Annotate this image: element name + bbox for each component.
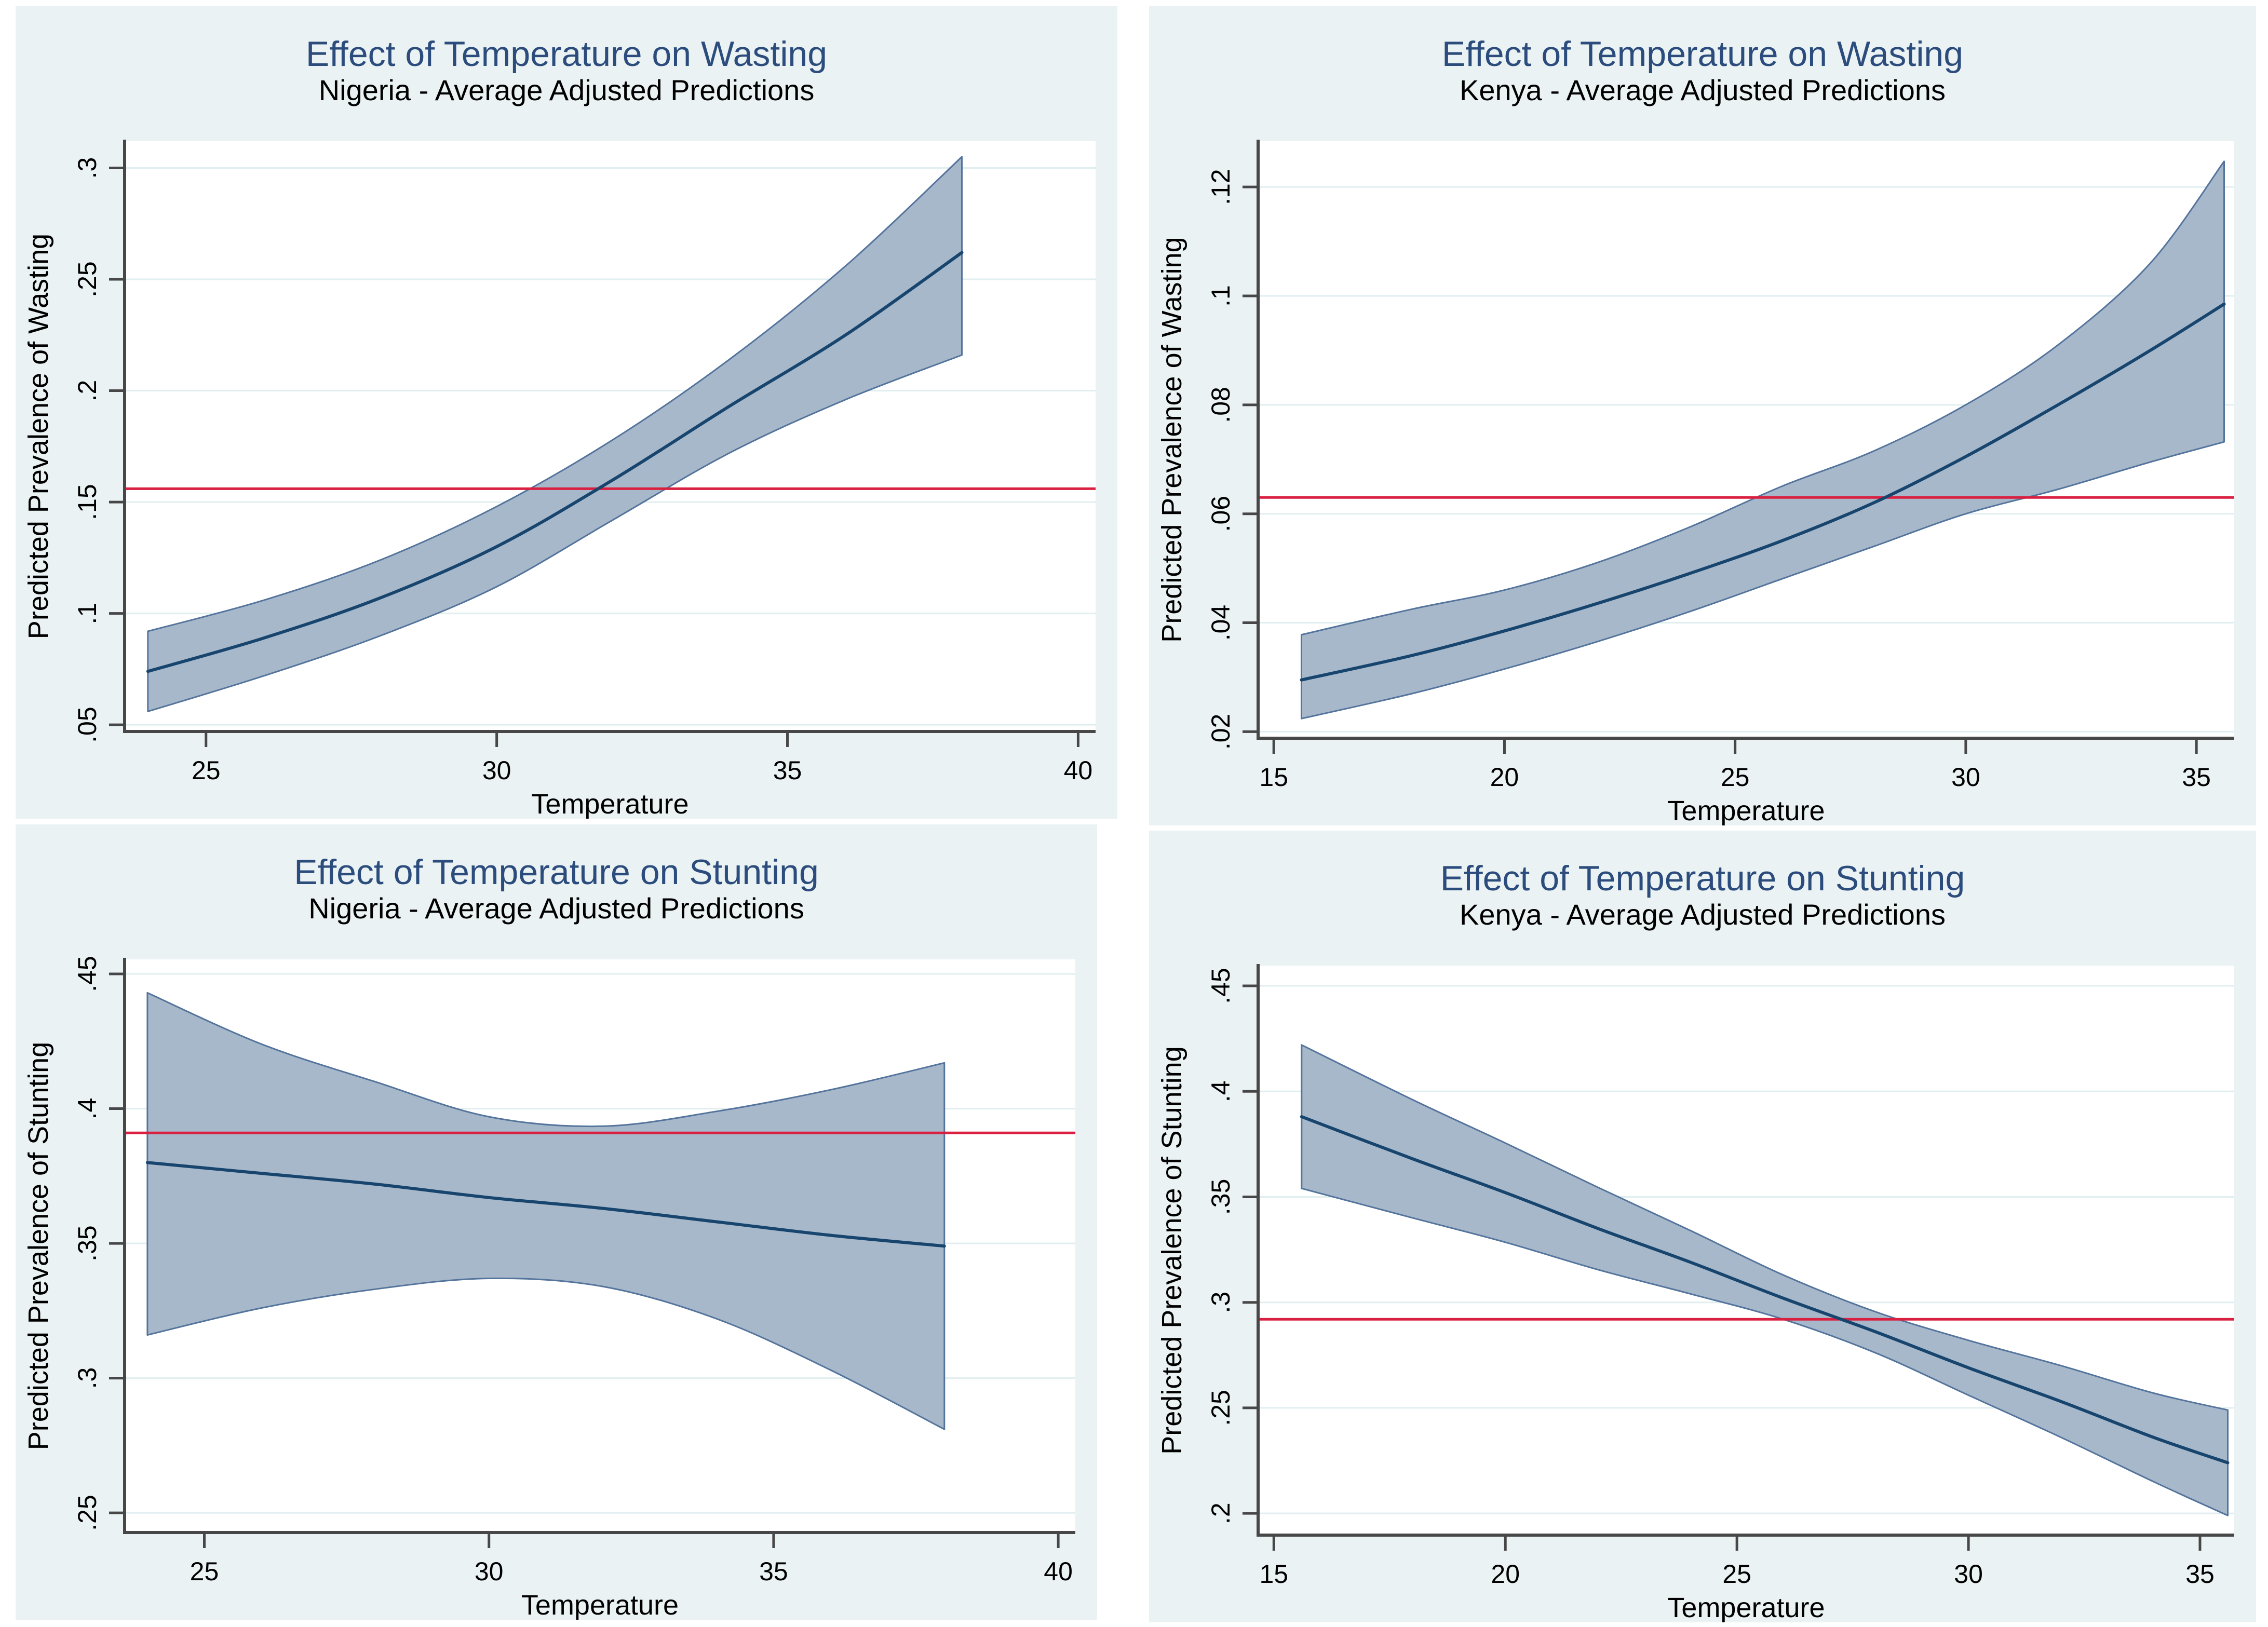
chart-subtitle: Nigeria - Average Adjusted Predictions (308, 892, 804, 925)
y-tick-label: .3 (1206, 1292, 1235, 1313)
y-tick-label: .25 (1206, 1390, 1235, 1426)
prediction-line (145, 1161, 946, 1248)
y-axis-label: Predicted Prevalence of Stunting (23, 1042, 54, 1450)
y-tick-label: .25 (73, 1495, 102, 1531)
y-axis-label: Predicted Prevalence of Wasting (23, 234, 54, 639)
y-tick-label: .1 (73, 603, 102, 625)
y-tick-label: .1 (1206, 285, 1235, 307)
x-tick-label: 35 (759, 1557, 788, 1586)
y-tick-label: .06 (1206, 496, 1235, 532)
x-axis-label: Temperature (1667, 795, 1825, 825)
y-axis-label: Predicted Prevalence of Wasting (1156, 237, 1187, 642)
y-axis-label: Predicted Prevalence of Stunting (1156, 1046, 1187, 1454)
x-tick-label: 15 (1259, 763, 1288, 792)
confidence-band (147, 156, 963, 712)
chart-panel-nigeria-stunting: Effect of Temperature on Stunting Nigeri… (16, 824, 1097, 1620)
x-tick-label: 35 (773, 756, 802, 785)
y-tick-label: .2 (1206, 1502, 1235, 1524)
x-tick-label: 30 (475, 1557, 504, 1586)
y-tick-label: .05 (73, 707, 102, 743)
x-axis-label: Temperature (521, 1590, 679, 1620)
chart-title: Effect of Temperature on Stunting (294, 852, 819, 892)
x-tick-label: 25 (192, 756, 221, 785)
x-tick-label: 30 (1954, 1560, 1983, 1589)
y-tick-label: .3 (73, 1367, 102, 1389)
y-tick-label: .4 (73, 1098, 102, 1120)
chart-plot-kenya-stunting: 15 20 25 30 35 .2 .25 .3 .35 .4 .45 Temperature Pred… (1156, 964, 2234, 1622)
confidence-band (1301, 1044, 2229, 1516)
chart-plot-kenya-wasting: 15 20 25 30 35 .02 .04 .06 .08 .1 .12 Temperature Pr… (1156, 140, 2234, 825)
chart-plot-nigeria-stunting: 25 30 35 40 .25 .3 .35 .4 .45 Temperature Predicte… (23, 956, 1075, 1620)
x-tick-label: 20 (1491, 1560, 1520, 1589)
y-tick-label: .04 (1206, 605, 1235, 641)
chart-title: Effect of Temperature on Wasting (305, 34, 828, 74)
x-axis-label: Temperature (1667, 1592, 1825, 1622)
x-tick-label: 30 (482, 756, 511, 785)
x-tick-label: 35 (2182, 763, 2211, 792)
chart-panel-kenya-wasting: Effect of Temperature on Wasting Kenya -… (1149, 6, 2256, 825)
y-tick-label: .45 (1206, 968, 1235, 1004)
x-tick-label: 35 (2185, 1560, 2215, 1589)
x-tick-label: 20 (1490, 763, 1519, 792)
chart-subtitle: Nigeria - Average Adjusted Predictions (318, 74, 815, 106)
y-tick-label: .02 (1206, 714, 1235, 750)
chart-title: Effect of Temperature on Wasting (1441, 34, 1964, 74)
y-tick-label: .15 (73, 484, 102, 520)
chart-title: Effect of Temperature on Stunting (1440, 859, 1965, 898)
chart-plot-nigeria-wasting: 25 30 35 40 .05 .1 .15 .2 .25 .3 Temperature Predic… (23, 140, 1096, 819)
y-tick-label: .35 (1206, 1179, 1235, 1215)
chart-subtitle: Kenya - Average Adjusted Predictions (1459, 74, 1946, 106)
confidence-band (1301, 160, 2225, 720)
y-tick-label: .2 (73, 380, 102, 402)
chart-panel-nigeria-wasting: Effect of Temperature on Wasting Nigeria… (16, 6, 1117, 819)
y-tick-label: .08 (1206, 387, 1235, 423)
y-tick-label: .35 (73, 1225, 102, 1262)
chart-subtitle: Kenya - Average Adjusted Predictions (1459, 898, 1946, 931)
x-tick-label: 40 (1044, 1557, 1073, 1586)
prediction-line (146, 251, 964, 673)
x-tick-label: 25 (190, 1557, 219, 1586)
x-tick-label: 15 (1260, 1560, 1289, 1589)
confidence-band (146, 992, 946, 1430)
y-tick-label: .12 (1206, 169, 1235, 205)
y-tick-label: .45 (73, 956, 102, 992)
y-tick-label: .4 (1206, 1080, 1235, 1102)
x-tick-label: 25 (1722, 1560, 1751, 1589)
prediction-line (1300, 1115, 2230, 1465)
x-tick-label: 30 (1951, 763, 1980, 792)
prediction-line (1300, 302, 2226, 682)
y-tick-label: .25 (73, 261, 102, 297)
chart-panel-kenya-stunting: Effect of Temperature on Stunting Kenya … (1149, 831, 2256, 1622)
x-axis-label: Temperature (531, 789, 688, 819)
y-tick-label: .3 (73, 157, 102, 179)
x-tick-label: 25 (1721, 763, 1750, 792)
x-tick-label: 40 (1064, 756, 1093, 785)
